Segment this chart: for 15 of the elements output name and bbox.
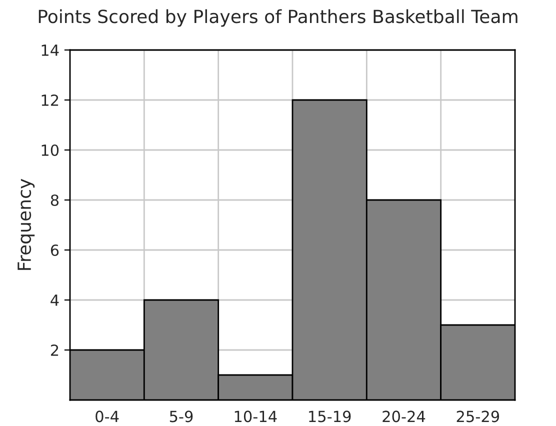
chart-title: Points Scored by Players of Panthers Basketball Team [38, 9, 518, 27]
y-tick-label: 6 [50, 244, 59, 256]
y-axis-title: Frequency [18, 178, 35, 270]
x-tick-label: 20-24 [382, 410, 426, 422]
y-tick-label: 12 [42, 94, 58, 106]
y-tick-label: 8 [50, 194, 59, 206]
y-tick-label: 10 [42, 144, 59, 156]
y-tick-label: 2 [50, 344, 58, 356]
x-tick-label: 0-4 [96, 410, 119, 422]
x-tick-label: 15-19 [309, 410, 351, 422]
x-tick-label: 5-9 [170, 410, 193, 422]
y-tick-label: 14 [42, 44, 59, 56]
x-tick-label: 25-29 [456, 410, 500, 422]
x-tick-label: 10-14 [234, 410, 277, 422]
y-tick-label: 4 [50, 294, 59, 306]
